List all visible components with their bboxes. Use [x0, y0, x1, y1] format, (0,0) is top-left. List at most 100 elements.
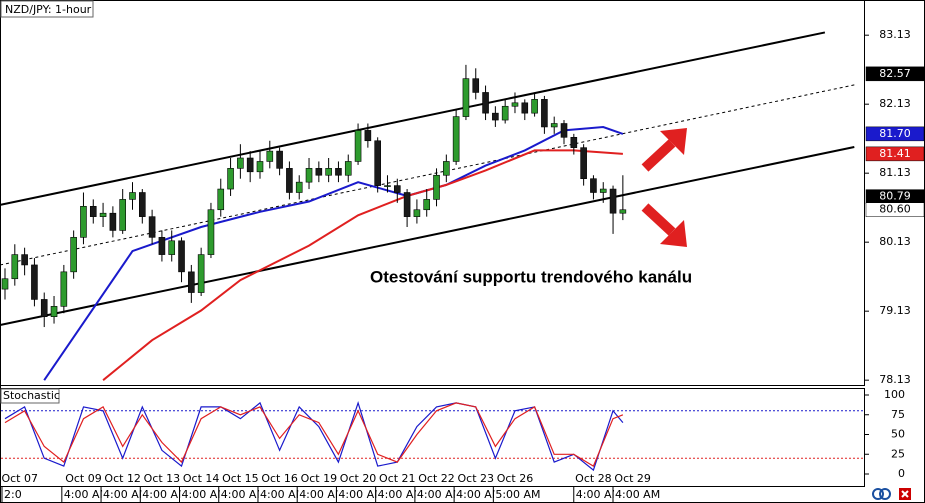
price-marker-label: 80.79 — [879, 190, 911, 203]
stochastic-title: Stochastic — [3, 389, 60, 402]
candle-body — [31, 264, 38, 300]
x-tick-label: Oct 29 — [614, 472, 651, 485]
time-tick-label: 4:00 AM — [64, 488, 109, 501]
time-tick-label: 4:00 AM — [338, 488, 383, 501]
candle-body — [570, 137, 578, 148]
time-tick-label: 4:00 AM — [456, 488, 501, 501]
stoch-title-box — [0, 388, 60, 404]
candle-body — [374, 140, 381, 186]
annotation: Otestování supportu trendového kanálu — [370, 267, 692, 286]
stochastic-line — [4, 402, 624, 467]
x-tick-label: Oct 20 — [340, 472, 377, 485]
candle-body — [541, 99, 548, 128]
candle-body — [119, 199, 126, 231]
candle-body — [511, 102, 519, 107]
candle-body — [109, 212, 117, 231]
time-tick-label: 4:00 AM — [142, 488, 187, 501]
candle-body — [501, 105, 509, 121]
time-tick-label: 4:00 AM — [182, 488, 227, 501]
candle-body — [237, 157, 244, 169]
candle-body — [168, 240, 176, 255]
x-tick-label: Oct 22 — [418, 472, 455, 485]
candle-body — [89, 205, 97, 217]
price-marker-label: 82.57 — [879, 67, 911, 80]
candle-body — [384, 185, 391, 187]
candle-body — [492, 112, 499, 121]
candle-body — [217, 188, 225, 211]
time-tick-label: 4:00 AM — [221, 488, 266, 501]
candle-body — [550, 123, 558, 128]
candle-body — [325, 168, 332, 176]
candle-body — [40, 299, 48, 317]
candle-body — [315, 168, 323, 176]
moving-average — [102, 149, 623, 381]
candle-body — [129, 192, 136, 200]
candle-body — [443, 161, 450, 176]
candle-body — [295, 181, 303, 193]
icons[interactable] — [872, 488, 911, 500]
stoch-tick-label: 0 — [898, 467, 905, 480]
time-tick-label: 4:00 AM — [615, 488, 660, 501]
time-label-bg — [3, 488, 58, 502]
candle-body — [423, 199, 431, 211]
y-tick-label: 82.13 — [879, 97, 911, 110]
candle-body — [188, 271, 195, 293]
channel-line — [0, 145, 855, 326]
candle-body — [609, 188, 617, 214]
y-tick-label: 81.13 — [879, 166, 911, 179]
y-tick-label: 78.13 — [879, 373, 911, 386]
candle-body — [531, 99, 538, 114]
candle-body — [364, 130, 372, 142]
x-tick-label: Oct 16 — [261, 472, 298, 485]
candle-body — [403, 192, 411, 217]
candle-body — [246, 157, 254, 173]
candle-body — [50, 306, 58, 317]
stochastic-line — [4, 400, 624, 472]
candle-body — [482, 92, 489, 114]
candle-body — [276, 150, 283, 169]
time-tick-label: 4:00 AM — [103, 488, 148, 501]
time-tick-label: 4:00 AM — [260, 488, 305, 501]
x-tick-label: Oct 15 — [222, 472, 259, 485]
candle-body — [21, 254, 28, 266]
candle-body — [354, 130, 362, 162]
stoch-tick-label: 75 — [891, 408, 905, 421]
x-tick-label: Oct 14 — [183, 472, 220, 485]
candle-body — [590, 178, 597, 193]
stochastic-panel — [1, 400, 865, 472]
candle-body — [80, 205, 87, 238]
candle-body — [158, 237, 166, 255]
candle-body — [207, 209, 215, 255]
arrow-down — [641, 203, 687, 247]
arrow-up — [641, 128, 687, 172]
time-tick-label: 2:0 — [4, 488, 22, 501]
x-tick-label: Oct 09 — [65, 472, 102, 485]
y-tick-label: 79.13 — [879, 304, 911, 317]
time-label-bg — [613, 488, 669, 502]
candle-body — [472, 78, 480, 93]
x-tick-label: Oct 28 — [575, 472, 612, 485]
candle-body — [305, 168, 313, 183]
channel-line — [0, 31, 826, 206]
candle-body — [599, 188, 607, 193]
candle-body — [99, 212, 107, 217]
candle-body — [580, 147, 587, 180]
candle-body — [560, 123, 568, 138]
candle-body — [393, 185, 401, 193]
time-label-bg — [494, 488, 550, 502]
candle-body — [256, 161, 264, 173]
candle-body — [452, 116, 460, 162]
x-tick-label: Oct 21 — [379, 472, 416, 485]
stoch-tick-label: 50 — [891, 428, 905, 441]
time-tick-label: 4:00 AM — [299, 488, 344, 501]
candle-body — [344, 161, 352, 176]
time-tick-label: 4:00 AM — [378, 488, 423, 501]
price-marker-label: 81.70 — [879, 127, 911, 140]
candle-body — [335, 168, 342, 176]
price-panel — [0, 31, 855, 381]
candle-body — [70, 237, 77, 273]
x-tick-label: Oct 23 — [457, 472, 494, 485]
axes: 83.13 82.13 81.13 80.13 79.13 78.13 82.57 81.70… — [1, 28, 925, 503]
